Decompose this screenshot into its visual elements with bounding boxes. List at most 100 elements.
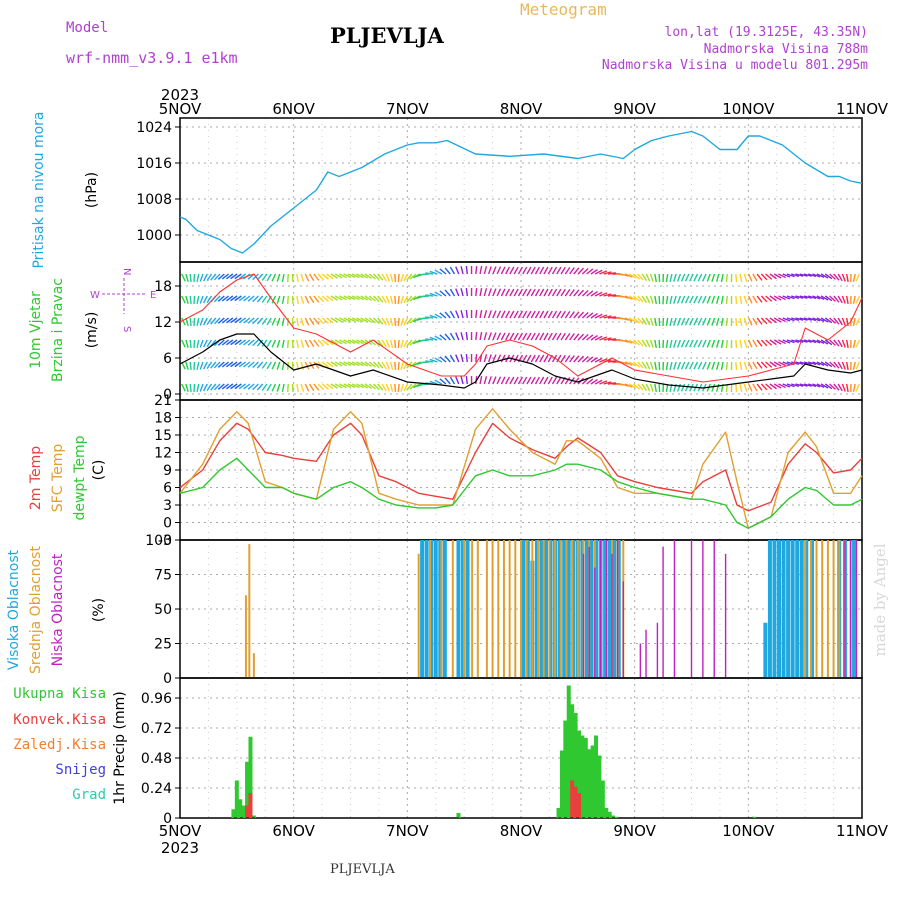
wind-arrow xyxy=(824,295,833,302)
total-precip-bar xyxy=(607,811,612,818)
wind-arrow xyxy=(509,332,515,341)
wind-arrow xyxy=(812,339,821,344)
wind-arrow xyxy=(356,273,364,279)
wind-arrow xyxy=(773,339,782,345)
wind-arrow xyxy=(637,295,644,303)
wind-arrow xyxy=(581,377,589,385)
wind-arrow xyxy=(782,295,791,300)
wind-arrow xyxy=(261,273,268,281)
wind-arrow xyxy=(526,376,532,385)
wind-arrow xyxy=(829,295,836,302)
wind-arrow xyxy=(266,273,272,282)
wind-arrow xyxy=(715,361,720,370)
wind-arrow xyxy=(217,317,225,324)
wind-arrow xyxy=(330,295,339,301)
wind-arrow xyxy=(347,273,356,279)
wind-arrow xyxy=(460,376,464,385)
wind-arrow xyxy=(296,273,299,282)
wind-arrow xyxy=(765,295,773,302)
wind-arrow xyxy=(829,273,836,280)
wind-arrow xyxy=(247,273,255,280)
wind-arrow xyxy=(654,361,657,370)
conv-precip-bar xyxy=(573,786,578,818)
wind-arrow xyxy=(735,273,738,283)
wind-arrow xyxy=(181,273,186,282)
wind-arrow xyxy=(551,310,558,319)
wind-arrow xyxy=(185,339,189,348)
wind-arrow xyxy=(460,266,464,275)
wind-arrow xyxy=(539,310,545,319)
wind-arrow xyxy=(356,317,364,323)
wind-arrow xyxy=(855,295,861,304)
wind-arrow xyxy=(539,376,545,385)
wind-arrow xyxy=(658,339,661,349)
wind-arrow xyxy=(189,339,192,349)
wind-arrow xyxy=(720,273,724,282)
total-precip-bar xyxy=(611,815,616,818)
wind-arrow xyxy=(321,295,329,302)
wind-arrow xyxy=(500,288,506,297)
wind-arrow xyxy=(564,288,571,297)
pressure-ytick-label: 1008 xyxy=(136,192,172,208)
wind-arrow xyxy=(185,383,189,392)
temp-line-0 xyxy=(179,422,863,512)
wind-arrow xyxy=(475,287,478,297)
wind-arrow xyxy=(808,339,817,344)
wind-arrow xyxy=(460,288,464,297)
wind-arrow xyxy=(394,273,397,283)
wind-arrow xyxy=(803,361,812,365)
wind-arrow xyxy=(837,273,843,282)
wind-arrow xyxy=(624,339,633,344)
wind-arrow xyxy=(715,383,720,392)
wind-arrow xyxy=(202,361,208,370)
wind-arrow xyxy=(769,383,777,390)
wind-ytick-label: 18 xyxy=(154,279,172,295)
wind-arrow xyxy=(517,376,524,385)
wind-arrow xyxy=(455,354,460,363)
wind-arrow xyxy=(833,383,840,391)
wind-arrow xyxy=(381,273,387,282)
wind-arrow xyxy=(317,317,325,325)
wind-arrow xyxy=(669,339,673,348)
wind-arrow xyxy=(791,361,800,366)
wind-arrow xyxy=(321,273,329,280)
wind-arrow xyxy=(803,295,812,299)
wind-arrow xyxy=(824,383,833,390)
wind-arrow xyxy=(286,383,289,393)
wind-arrow xyxy=(808,295,817,300)
wind-arrow xyxy=(444,355,451,363)
wind-arrow xyxy=(577,289,585,297)
wind-arrow xyxy=(189,273,192,283)
wind-arrow xyxy=(343,273,352,279)
wind-arrow xyxy=(217,339,225,346)
temp-line-1 xyxy=(179,408,863,529)
wind-arrow xyxy=(556,354,562,363)
wind-arrow xyxy=(530,288,536,297)
wind-arrow xyxy=(534,266,541,275)
wind-ytick-label: 12 xyxy=(154,315,172,331)
wind-arrow xyxy=(676,295,682,304)
wind-arrow xyxy=(281,361,285,370)
wind-arrow xyxy=(747,317,753,326)
total-precip-bar xyxy=(248,736,253,818)
total-precip-bar xyxy=(580,735,585,818)
wind-arrow xyxy=(385,383,391,392)
wind-arrow xyxy=(586,356,594,363)
wind-arrow xyxy=(786,317,795,322)
wind-arrow xyxy=(607,294,616,297)
wind-arrow xyxy=(202,273,208,282)
wind-arrow xyxy=(181,339,186,348)
wind-arrow xyxy=(483,310,488,319)
wind-arrow xyxy=(429,270,438,275)
wind-arrow xyxy=(313,383,320,391)
wind-arrow xyxy=(697,295,703,304)
wind-arrow xyxy=(782,361,791,366)
wind-arrow xyxy=(795,295,804,299)
wind-arrow xyxy=(680,361,686,370)
wind-arrow xyxy=(855,361,861,370)
wind-arrow xyxy=(581,289,589,297)
wind-arrow xyxy=(577,333,585,341)
wind-arrow xyxy=(256,295,264,303)
wind-arrow xyxy=(586,290,594,297)
wind-arrow xyxy=(439,334,447,341)
